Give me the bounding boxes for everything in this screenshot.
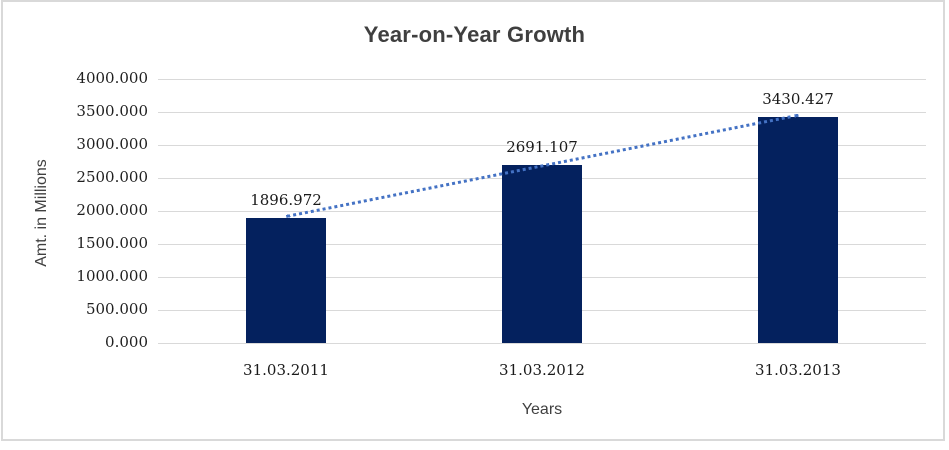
bar-value-label: 2691.107 (506, 138, 578, 157)
x-axis-line (158, 343, 926, 344)
y-tick-label: 3500.000 (76, 102, 148, 120)
gridline (158, 79, 926, 80)
y-tick-label: 2000.000 (76, 201, 148, 219)
y-tick-label: 4000.000 (76, 69, 148, 87)
x-tick-label: 31.03.2013 (755, 361, 841, 379)
x-tick-label: 31.03.2012 (499, 361, 585, 379)
bar-value-label: 3430.427 (762, 89, 834, 108)
gridline (158, 145, 926, 146)
gridline (158, 112, 926, 113)
y-tick-label: 500.000 (85, 300, 148, 318)
y-tick-label: 2500.000 (76, 168, 148, 186)
y-tick-label: 1500.000 (76, 234, 148, 252)
y-tick-label: 0.000 (105, 333, 148, 351)
y-tick-label: 1000.000 (76, 267, 148, 285)
bar-31.03.2012 (502, 165, 582, 343)
x-tick-label: 31.03.2011 (243, 361, 329, 379)
y-tick-label: 3000.000 (76, 135, 148, 153)
bar-31.03.2011 (246, 217, 326, 343)
bar-31.03.2013 (758, 116, 838, 343)
bar-value-label: 1896.972 (250, 190, 322, 209)
chart-title: Year-on-Year Growth (363, 22, 586, 47)
x-axis-title: Years (521, 401, 563, 418)
